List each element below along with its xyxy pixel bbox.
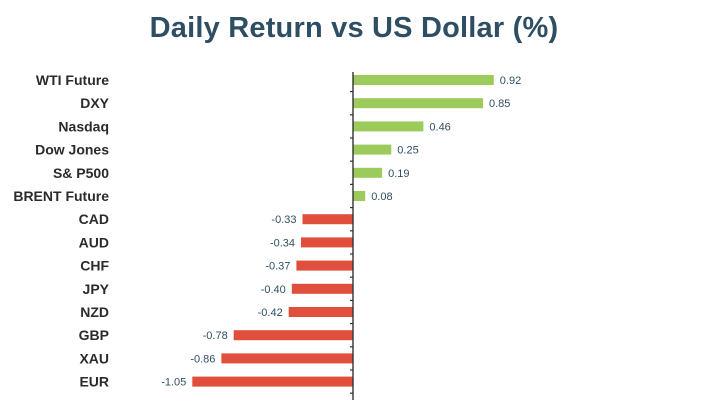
bar-wti-future bbox=[353, 75, 494, 85]
bar-eur bbox=[192, 376, 353, 387]
bar-dxy bbox=[353, 98, 483, 109]
category-label-gbp: GBP bbox=[79, 327, 109, 343]
bar-jpy bbox=[291, 283, 353, 294]
value-label-brent-future: 0.08 bbox=[371, 191, 392, 203]
value-label-wti-future: 0.92 bbox=[500, 75, 521, 87]
category-label-cad: CAD bbox=[79, 211, 109, 227]
category-label-xau: XAU bbox=[79, 350, 109, 366]
category-label-s-p500: S& P500 bbox=[53, 165, 109, 181]
value-label-eur: -1.05 bbox=[161, 377, 186, 389]
axis-layer bbox=[350, 72, 354, 400]
category-label-dow-jones: Dow Jones bbox=[35, 142, 109, 158]
bar-nzd bbox=[288, 307, 353, 317]
category-label-wti-future: WTI Future bbox=[36, 72, 109, 88]
labels-layer: WTI Future 0.92 DXY 0.85 Nasdaq 0.46 Dow Jones… bbox=[13, 72, 521, 390]
value-label-dxy: 0.85 bbox=[489, 98, 510, 110]
value-label-gbp: -0.78 bbox=[203, 330, 228, 342]
category-label-aud: AUD bbox=[79, 234, 109, 250]
bar-cad bbox=[302, 214, 353, 225]
value-label-chf: -0.37 bbox=[265, 261, 290, 273]
bar-aud bbox=[301, 237, 353, 248]
category-label-chf: CHF bbox=[80, 258, 109, 274]
bar-chf bbox=[296, 260, 353, 271]
bar-gbp bbox=[233, 330, 353, 341]
value-label-nzd: -0.42 bbox=[258, 307, 283, 319]
bar-dow-jones bbox=[353, 144, 392, 155]
category-label-dxy: DXY bbox=[80, 95, 109, 111]
bar-xau bbox=[221, 353, 353, 364]
category-label-eur: EUR bbox=[79, 374, 109, 390]
value-label-cad: -0.33 bbox=[271, 214, 296, 226]
bar-s-p500 bbox=[353, 167, 383, 178]
category-label-nasdaq: Nasdaq bbox=[58, 118, 109, 134]
value-label-jpy: -0.40 bbox=[261, 284, 286, 296]
category-label-nzd: NZD bbox=[80, 304, 109, 320]
value-label-dow-jones: 0.25 bbox=[397, 145, 418, 157]
value-label-s-p500: 0.19 bbox=[388, 168, 409, 180]
value-label-aud: -0.34 bbox=[270, 237, 295, 249]
bar-nasdaq bbox=[353, 121, 424, 132]
value-label-nasdaq: 0.46 bbox=[429, 121, 450, 133]
value-label-xau: -0.86 bbox=[190, 353, 215, 365]
chart-title: Daily Return vs US Dollar (%) bbox=[149, 12, 559, 44]
category-label-brent-future: BRENT Future bbox=[13, 188, 109, 204]
category-label-jpy: JPY bbox=[83, 281, 110, 297]
bar-brent-future bbox=[353, 191, 366, 201]
bars-layer bbox=[192, 75, 494, 387]
